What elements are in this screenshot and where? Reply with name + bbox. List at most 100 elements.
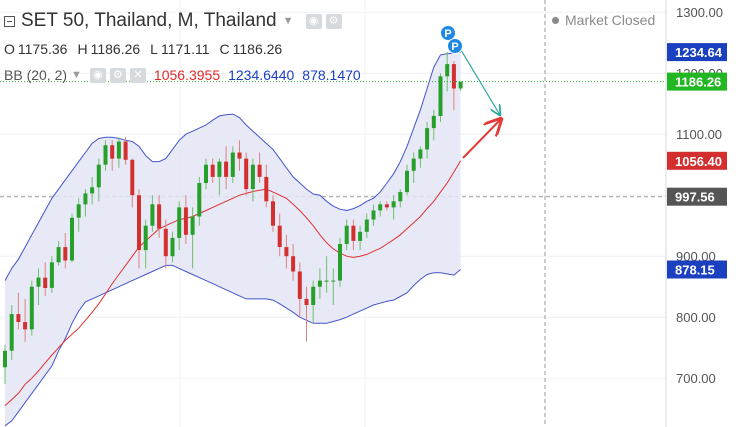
price-axis[interactable]: 700.00800.00900.001000.001100.001200.001… — [665, 0, 750, 427]
price-marker[interactable]: 1186.26 — [667, 72, 727, 91]
candle[interactable] — [224, 146, 229, 190]
candle-body — [371, 210, 376, 220]
candle[interactable] — [418, 146, 423, 168]
gear-icon[interactable]: ⚙ — [109, 67, 126, 83]
candle[interactable] — [237, 140, 242, 171]
candle[interactable] — [271, 195, 275, 232]
candle[interactable] — [364, 213, 369, 238]
price-marker-box — [667, 260, 727, 279]
candle[interactable] — [217, 158, 222, 196]
candle[interactable] — [63, 233, 68, 269]
gear-icon[interactable]: ⚙ — [325, 13, 342, 29]
candle[interactable] — [438, 73, 443, 122]
candle[interactable] — [130, 158, 135, 208]
candle[interactable] — [277, 213, 282, 257]
candle[interactable] — [291, 244, 296, 281]
candle-body — [425, 128, 430, 150]
candle[interactable] — [9, 305, 14, 360]
eye-icon[interactable]: ◉ — [89, 67, 106, 83]
candle[interactable] — [344, 219, 349, 251]
candle[interactable] — [137, 189, 141, 269]
candle[interactable] — [398, 189, 403, 208]
collapse-icon[interactable] — [4, 15, 15, 27]
candle-body — [83, 193, 88, 205]
candle[interactable] — [338, 237, 342, 287]
candle[interactable] — [391, 195, 396, 220]
candle[interactable] — [163, 219, 168, 269]
candle[interactable] — [76, 198, 81, 232]
candle[interactable] — [90, 176, 95, 205]
candle[interactable] — [123, 137, 128, 165]
pivot-marker[interactable]: P — [440, 25, 456, 41]
candle[interactable] — [3, 344, 7, 385]
candle[interactable] — [378, 201, 383, 217]
candle[interactable] — [230, 146, 235, 183]
candle-body — [29, 286, 34, 330]
chevron-down-icon[interactable]: ▼ — [282, 15, 294, 27]
red-arrow[interactable] — [462, 119, 501, 159]
candle[interactable] — [170, 231, 175, 263]
candle[interactable] — [116, 137, 121, 168]
candle[interactable] — [331, 268, 336, 305]
candle[interactable] — [458, 81, 463, 91]
close-icon[interactable]: ✕ — [129, 67, 146, 83]
indicator-label[interactable]: BB (20, 2) — [4, 67, 68, 83]
candle[interactable] — [190, 207, 195, 269]
candle[interactable] — [157, 195, 162, 238]
candle[interactable] — [411, 152, 416, 184]
candle[interactable] — [143, 219, 148, 269]
price-marker[interactable]: 1056.40 — [667, 151, 727, 170]
candle-body — [244, 158, 249, 190]
candles[interactable] — [3, 51, 463, 385]
candle[interactable] — [183, 195, 188, 244]
candle[interactable] — [317, 268, 322, 299]
candle[interactable] — [49, 256, 54, 293]
candle-body — [304, 298, 309, 305]
eye-icon[interactable]: ◉ — [305, 13, 322, 29]
candle[interactable] — [16, 292, 21, 330]
candle-body — [103, 145, 108, 165]
price-marker[interactable]: 878.15 — [667, 260, 727, 279]
candle[interactable] — [384, 201, 389, 211]
candle[interactable] — [36, 268, 41, 305]
candle[interactable] — [197, 176, 202, 226]
price-marker-box — [667, 72, 727, 91]
candle[interactable] — [23, 298, 28, 342]
price-marker[interactable]: 997.56 — [667, 187, 727, 206]
candle[interactable] — [150, 195, 155, 232]
candle[interactable] — [311, 280, 316, 324]
candle[interactable] — [451, 61, 456, 110]
candle[interactable] — [445, 51, 450, 92]
candle[interactable] — [431, 109, 436, 141]
candle[interactable] — [29, 280, 34, 336]
candle[interactable] — [244, 152, 249, 196]
candle[interactable] — [103, 140, 108, 171]
candle[interactable] — [250, 158, 255, 202]
candle[interactable] — [304, 286, 309, 342]
price-marker[interactable]: 1234.64 — [667, 43, 727, 62]
candle[interactable] — [110, 140, 115, 171]
candle[interactable] — [43, 262, 48, 296]
candle[interactable] — [324, 256, 329, 293]
candle[interactable] — [425, 122, 430, 159]
candle[interactable] — [56, 240, 61, 266]
candle[interactable] — [351, 219, 356, 251]
candle[interactable] — [371, 204, 376, 226]
candle[interactable] — [264, 164, 269, 208]
candle[interactable] — [297, 262, 302, 318]
candle[interactable] — [210, 158, 215, 183]
symbol-title[interactable]: SET 50, Thailand, M, Thailand — [21, 10, 277, 31]
candle[interactable] — [358, 225, 363, 251]
candle[interactable] — [96, 158, 101, 202]
candle[interactable] — [83, 189, 88, 217]
candle[interactable] — [405, 164, 409, 196]
candle[interactable] — [284, 234, 289, 269]
candle[interactable] — [204, 158, 208, 190]
pivot-marker[interactable]: P — [447, 38, 463, 54]
chevron-down-icon[interactable]: ▼ — [71, 69, 82, 81]
candle[interactable] — [257, 152, 262, 184]
candle[interactable] — [177, 201, 182, 251]
candle-body — [110, 145, 115, 159]
candle[interactable] — [70, 213, 74, 263]
